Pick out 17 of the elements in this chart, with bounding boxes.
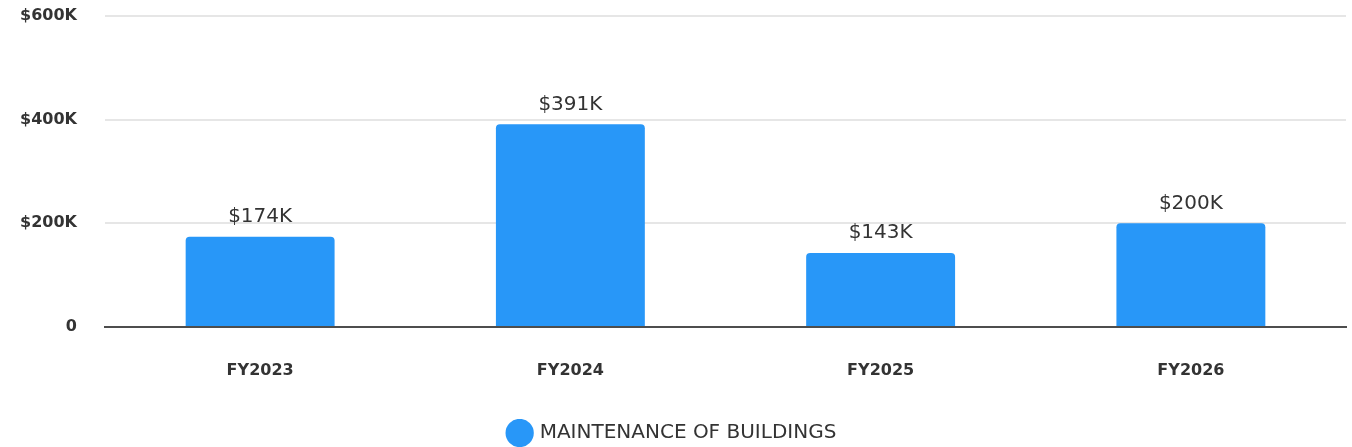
data-label: $200K [1158, 189, 1224, 214]
bar [1116, 223, 1266, 326]
data-label: $174K [228, 203, 294, 228]
x-tick-label: FY2025 [847, 359, 915, 379]
bar [185, 236, 335, 326]
bar [806, 252, 956, 326]
x-tick-label: FY2024 [536, 359, 604, 379]
data-label: $391K [538, 90, 604, 115]
legend-label: MAINTENANCE OF BUILDINGS [539, 419, 837, 444]
y-tick-label: $200K [20, 212, 78, 232]
data-label: $143K [848, 219, 914, 244]
y-tick-label: $400K [20, 108, 78, 128]
x-tick-label: FY2026 [1157, 359, 1225, 379]
y-tick-label: $600K [20, 5, 78, 25]
x-tick-label: FY2023 [226, 359, 294, 379]
y-tick-label: 0 [65, 316, 77, 336]
bar [495, 124, 645, 326]
